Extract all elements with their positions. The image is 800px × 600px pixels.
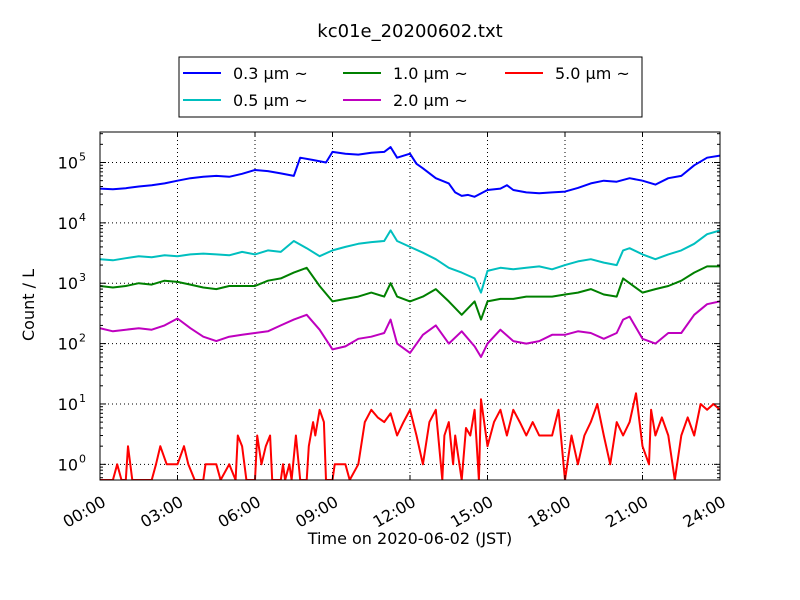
- x-tick-label: 21:00: [602, 492, 651, 532]
- x-axis-label: Time on 2020-06-02 (JST): [307, 529, 512, 548]
- legend-label: 0.5 μm ~: [233, 91, 308, 110]
- series-line-1: [100, 229, 720, 294]
- grid: [100, 132, 720, 480]
- y-tick-exponent: 3: [79, 271, 86, 284]
- series-line-0: [100, 146, 720, 198]
- legend: 0.3 μm ~ 0.5 μm ~ 1.0 μm ~ 2.0 μm ~ 5.0 μm ~: [178, 56, 643, 118]
- y-tick-label: 10: [58, 153, 78, 172]
- y-tick-label: 10: [58, 335, 78, 354]
- series-line-2: [100, 265, 720, 321]
- x-tick-label: 03:00: [137, 492, 186, 532]
- legend-box: [178, 56, 643, 118]
- y-tick-label: 10: [58, 214, 78, 233]
- series-line-3: [100, 300, 720, 358]
- legend-label: 0.3 μm ~: [233, 64, 308, 83]
- x-tick-label: 18:00: [525, 492, 574, 532]
- y-tick-exponent: 1: [79, 392, 86, 405]
- x-tick-label: 06:00: [215, 492, 264, 532]
- x-tick-label: 24:00: [680, 492, 729, 532]
- y-axis-label: Count / L: [19, 269, 38, 341]
- y-tick-exponent: 2: [79, 332, 86, 345]
- legend-label: 1.0 μm ~: [393, 64, 468, 83]
- x-tick-label: 00:00: [60, 492, 109, 532]
- y-tick-label: 10: [58, 274, 78, 293]
- y-tick-exponent: 5: [79, 150, 86, 163]
- y-tick-label: 10: [58, 455, 78, 474]
- series-line-4: [100, 392, 720, 480]
- y-tick-label: 10: [58, 395, 78, 414]
- y-tick-exponent: 4: [79, 211, 86, 224]
- chart-title: kc01e_20200602.txt: [317, 21, 502, 42]
- x-tick-label: 09:00: [292, 492, 341, 532]
- legend-label: 2.0 μm ~: [393, 91, 468, 110]
- series-group: [100, 146, 720, 480]
- legend-label: 5.0 μm ~: [555, 64, 630, 83]
- y-tick-exponent: 0: [79, 452, 86, 465]
- x-tick-label: 12:00: [370, 492, 419, 532]
- x-tick-label: 15:00: [447, 492, 496, 532]
